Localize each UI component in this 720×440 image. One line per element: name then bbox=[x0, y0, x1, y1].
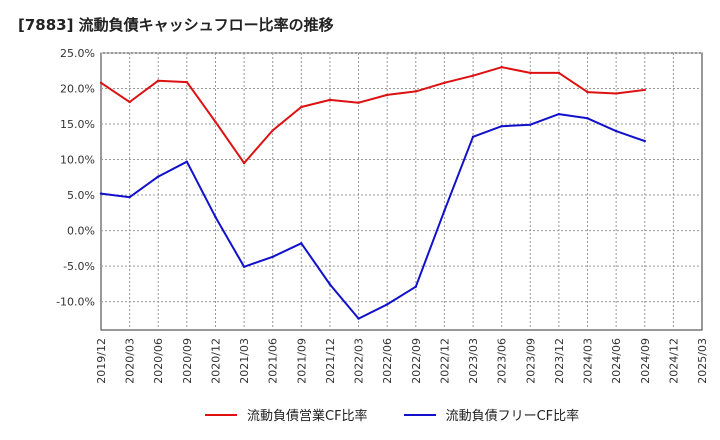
data-point-free-cf bbox=[271, 255, 274, 259]
legend-item-operating-cf: 流動負債営業CF比率 bbox=[205, 405, 368, 424]
data-point-free-cf bbox=[586, 117, 589, 120]
x-tick-label: 2023/12 bbox=[553, 338, 566, 384]
y-tick-label: 20.0% bbox=[60, 83, 95, 96]
data-point-free-cf bbox=[357, 317, 360, 320]
y-tick-label: -10.0% bbox=[56, 296, 95, 309]
data-point-free-cf bbox=[328, 283, 332, 286]
x-tick-label: 2021/12 bbox=[324, 338, 337, 384]
y-tick-label: 0.0% bbox=[67, 225, 95, 238]
legend-swatch-operating-cf bbox=[205, 413, 237, 416]
data-point-operating-cf bbox=[500, 66, 503, 69]
x-tick-label: 2020/12 bbox=[209, 338, 222, 384]
data-point-operating-cf bbox=[586, 90, 589, 94]
x-tick-label: 2019/12 bbox=[95, 338, 108, 384]
x-tick-label: 2025/03 bbox=[696, 338, 709, 384]
data-point-operating-cf bbox=[185, 80, 189, 84]
data-point-operating-cf bbox=[471, 74, 475, 77]
data-point-operating-cf bbox=[99, 81, 103, 85]
data-point-operating-cf bbox=[614, 92, 618, 95]
chart-title: [7883] 流動負債キャッシュフロー比率の推移 bbox=[18, 16, 334, 34]
data-point-free-cf bbox=[128, 195, 131, 199]
data-point-free-cf bbox=[99, 192, 103, 195]
data-point-operating-cf bbox=[414, 90, 418, 93]
y-tick-label: 5.0% bbox=[67, 189, 95, 202]
data-point-operating-cf bbox=[214, 120, 217, 124]
y-tick-label: -5.0% bbox=[63, 260, 95, 273]
x-tick-label: 2020/09 bbox=[181, 338, 194, 384]
data-point-free-cf bbox=[643, 139, 646, 143]
legend-label-operating-cf: 流動負債営業CF比率 bbox=[247, 409, 368, 424]
data-point-free-cf bbox=[529, 123, 532, 126]
data-point-operating-cf bbox=[643, 88, 646, 92]
data-point-free-cf bbox=[414, 285, 418, 288]
x-tick-label: 2023/03 bbox=[467, 338, 480, 384]
x-tick-label: 2020/03 bbox=[124, 338, 137, 384]
data-point-operating-cf bbox=[300, 105, 303, 109]
x-tick-label: 2022/06 bbox=[381, 338, 394, 384]
legend-label-free-cf: 流動負債フリーCF比率 bbox=[445, 409, 580, 424]
data-point-free-cf bbox=[242, 265, 246, 268]
data-point-free-cf bbox=[471, 135, 475, 139]
data-point-free-cf bbox=[385, 303, 389, 306]
data-point-operating-cf bbox=[157, 79, 160, 82]
x-tick-label: 2024/06 bbox=[610, 338, 623, 384]
data-point-free-cf bbox=[557, 112, 561, 116]
data-point-free-cf bbox=[614, 129, 618, 133]
x-tick-label: 2024/03 bbox=[582, 338, 595, 384]
data-point-operating-cf bbox=[128, 100, 131, 104]
legend-swatch-free-cf bbox=[403, 413, 436, 416]
data-point-operating-cf bbox=[328, 98, 332, 102]
x-tick-label: 2022/09 bbox=[410, 338, 423, 384]
data-point-free-cf bbox=[300, 242, 303, 245]
data-point-operating-cf bbox=[242, 161, 246, 165]
data-point-operating-cf bbox=[443, 81, 446, 85]
data-point-free-cf bbox=[214, 215, 217, 219]
data-point-operating-cf bbox=[557, 71, 561, 75]
x-tick-label: 2021/06 bbox=[267, 338, 280, 384]
legend-item-free-cf: 流動負債フリーCF比率 bbox=[403, 405, 580, 424]
data-point-operating-cf bbox=[529, 71, 532, 75]
data-point-free-cf bbox=[500, 124, 503, 128]
x-tick-label: 2023/09 bbox=[524, 338, 537, 384]
data-point-operating-cf bbox=[271, 129, 274, 132]
y-tick-label: 15.0% bbox=[60, 118, 95, 131]
data-point-free-cf bbox=[443, 209, 446, 212]
y-tick-label: 25.0% bbox=[60, 47, 95, 60]
x-tick-label: 2024/12 bbox=[667, 338, 680, 384]
y-tick-label: 10.0% bbox=[60, 154, 95, 167]
x-tick-label: 2024/09 bbox=[639, 338, 652, 384]
x-tick-label: 2023/06 bbox=[496, 338, 509, 384]
series-line-free-cf bbox=[100, 113, 646, 320]
data-point-free-cf bbox=[157, 175, 160, 178]
x-tick-label: 2021/03 bbox=[238, 338, 251, 384]
data-point-free-cf bbox=[185, 160, 189, 163]
legend: 流動負債営業CF比率 流動負債フリーCF比率 bbox=[205, 405, 579, 424]
plot-frame bbox=[100, 52, 703, 331]
x-tick-label: 2020/06 bbox=[152, 338, 165, 384]
data-point-operating-cf bbox=[357, 101, 360, 104]
x-tick-label: 2022/03 bbox=[353, 338, 366, 384]
x-tick-label: 2022/12 bbox=[438, 338, 451, 384]
data-point-operating-cf bbox=[385, 93, 389, 97]
x-tick-label: 2021/09 bbox=[295, 338, 308, 384]
series-line-operating-cf bbox=[100, 66, 645, 165]
